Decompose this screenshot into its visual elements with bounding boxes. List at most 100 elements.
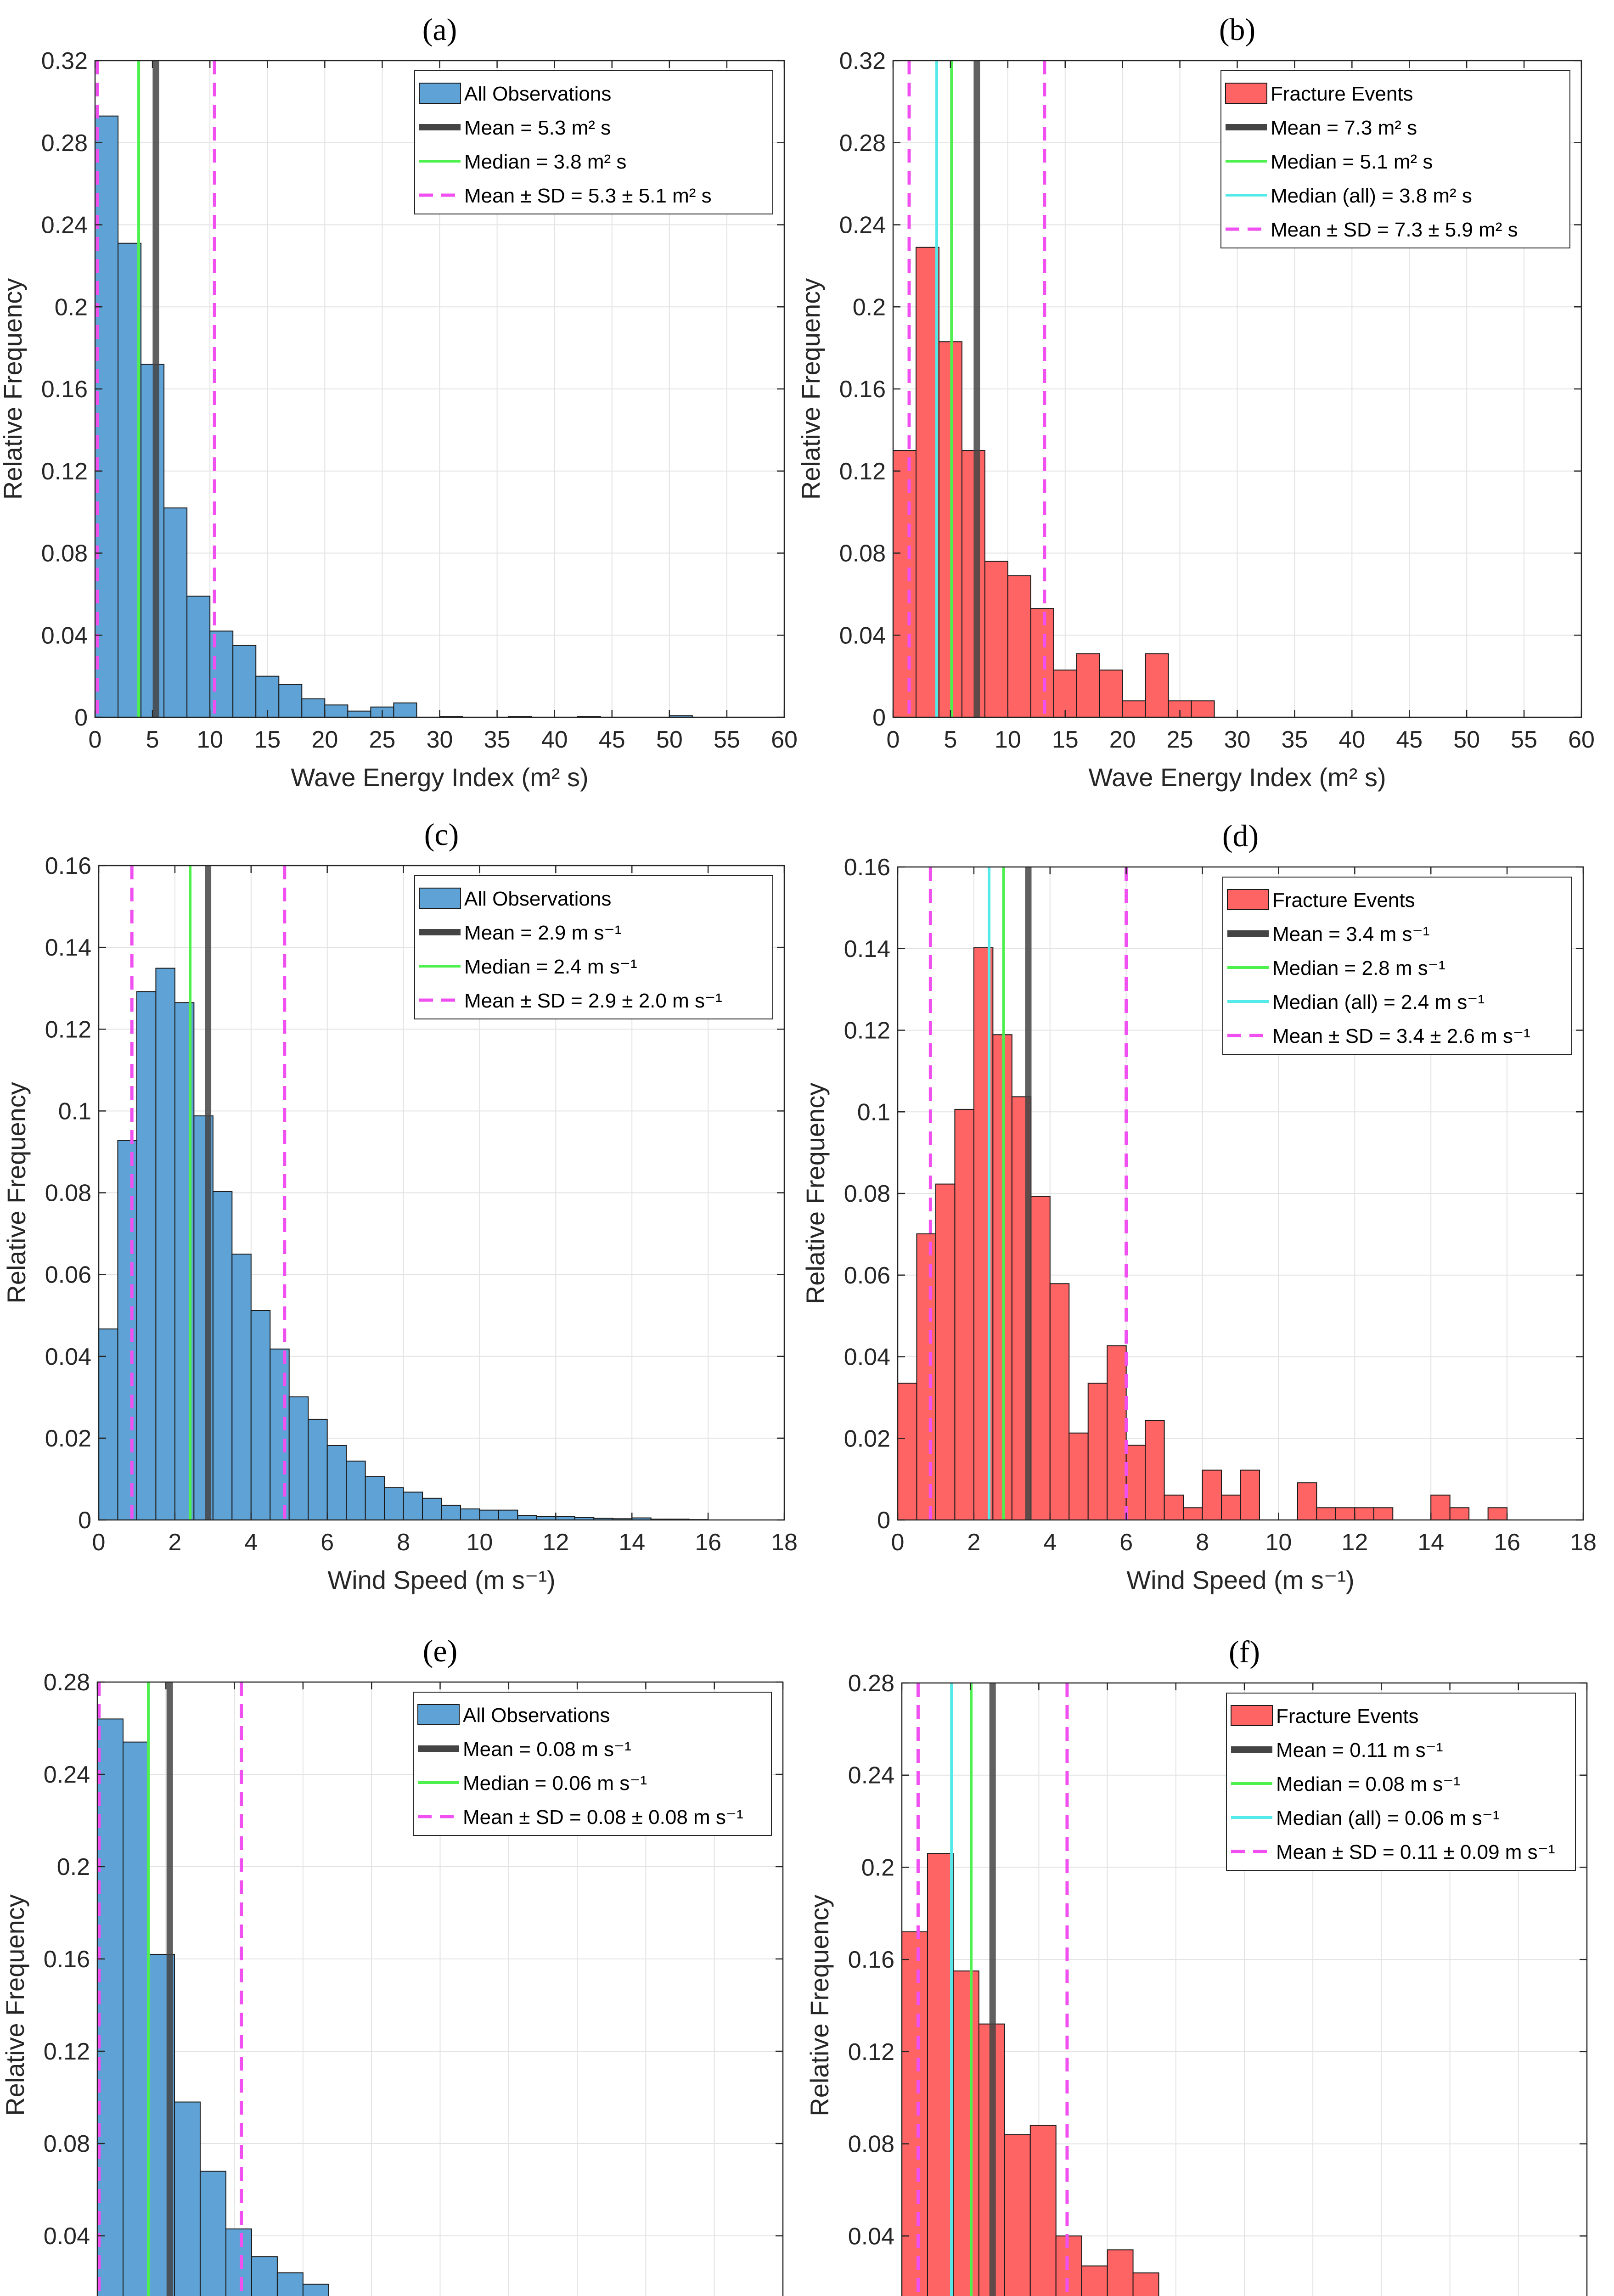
x-tick-label: 15 <box>1052 726 1079 753</box>
y-axis-label: Relative Frequency <box>805 1895 834 2116</box>
x-tick-label: 15 <box>254 726 281 753</box>
legend-box <box>1226 1693 1576 1871</box>
x-tick-label: 5 <box>146 726 159 753</box>
legend-entry: Mean = 2.9 m s⁻¹ <box>464 922 621 944</box>
y-tick-label: 0.28 <box>44 1669 90 1696</box>
histogram-bar <box>1069 1432 1089 1521</box>
histogram-bar <box>212 1191 233 1520</box>
histogram-bar <box>155 968 175 1520</box>
y-tick-label: 0.28 <box>839 130 886 157</box>
x-axis-label: Wave Energy Index (m² s) <box>1088 763 1386 792</box>
x-tick-label: 10 <box>1265 1529 1292 1556</box>
histogram-bar <box>422 1497 442 1520</box>
legend-box <box>413 1692 772 1836</box>
histogram-bar <box>479 1509 499 1520</box>
histogram-bar <box>1132 2272 1159 2296</box>
histogram-bar <box>163 507 188 718</box>
x-tick-label: 10 <box>467 1529 493 1556</box>
legend-entry: Median = 2.4 m s⁻¹ <box>464 956 637 978</box>
x-tick-label: 45 <box>599 726 625 753</box>
histogram-bar <box>141 364 165 718</box>
legend-entry: Median (all) = 2.4 m s⁻¹ <box>1272 991 1485 1013</box>
legend-swatch-histogram <box>1227 889 1269 910</box>
legend-entry: Fracture Events <box>1276 1705 1419 1728</box>
histogram-bar <box>1221 1494 1241 1520</box>
panel-d: (d) 0 2 4 6 8 10 12 14 16 18 0 0.02 0.04 0.06 0.08 0.1 0.… <box>801 818 1597 1594</box>
y-tick-label: 0.12 <box>41 458 88 485</box>
histogram-bar <box>308 1418 328 1520</box>
histogram-bar <box>893 450 917 718</box>
legend: Fracture Events Mean = 3.4 m s⁻¹ Median = … <box>1222 877 1572 1055</box>
histogram-bar <box>1354 1507 1374 1520</box>
histogram-bar <box>1125 1445 1146 1520</box>
y-tick-label: 0 <box>872 704 886 731</box>
y-tick-label: 0.1 <box>857 1099 890 1125</box>
y-axis-label: Relative Frequency <box>2 1082 31 1303</box>
y-tick-label: 0.08 <box>41 540 88 567</box>
legend-swatch-histogram <box>419 888 461 909</box>
histogram-bar <box>1107 1345 1127 1520</box>
histogram-bar <box>231 1254 252 1520</box>
legend-box <box>414 875 773 1019</box>
histogram-bar <box>1164 1494 1184 1520</box>
y-tick-label: 0.16 <box>44 1946 90 1973</box>
legend-entry: All Observations <box>464 888 611 910</box>
histogram-bar <box>901 1931 928 2296</box>
histogram-bar <box>347 710 371 718</box>
legend-entry: Median = 2.8 m s⁻¹ <box>1272 957 1445 979</box>
histogram-bar <box>1007 575 1031 718</box>
panel-title: (e) <box>423 1633 457 1668</box>
x-tick-label: 10 <box>197 726 223 753</box>
histogram-bar <box>302 2284 329 2296</box>
y-tick-label: 0 <box>877 1507 890 1534</box>
legend-entry: Fracture Events <box>1272 889 1415 912</box>
y-tick-label: 0.12 <box>844 1018 890 1044</box>
x-tick-label: 30 <box>1224 726 1251 753</box>
legend-entry: Mean ± SD = 7.3 ± 5.9 m² s <box>1271 219 1518 241</box>
legend-entry: Median (all) = 0.06 m s⁻¹ <box>1276 1807 1500 1829</box>
y-tick-label: 0.02 <box>844 1425 890 1452</box>
x-tick-label: 14 <box>1417 1529 1444 1556</box>
y-axis-label: Relative Frequency <box>796 278 825 500</box>
histogram-bar <box>251 2256 278 2296</box>
histogram-bar <box>1107 2249 1134 2296</box>
x-tick-label: 0 <box>887 726 900 753</box>
x-tick-label: 60 <box>1568 726 1595 753</box>
y-tick-label: 0.16 <box>45 853 91 879</box>
legend-swatch-histogram <box>1225 83 1267 104</box>
y-tick-label: 0.08 <box>839 540 886 567</box>
histogram-bar <box>961 450 985 718</box>
legend: All Observations Mean = 5.3 m² s Median = … <box>414 70 773 214</box>
y-tick-label: 0.04 <box>45 1344 91 1370</box>
y-tick-label: 0.2 <box>55 294 88 321</box>
x-tick-label: 35 <box>1281 726 1308 753</box>
y-tick-label: 0.24 <box>41 212 88 239</box>
histogram-bar <box>276 2272 304 2296</box>
histogram-bar <box>915 247 939 718</box>
y-tick-label: 0.2 <box>853 294 886 321</box>
histogram-bar <box>1335 1507 1355 1520</box>
histogram-bar <box>1081 2265 1108 2296</box>
y-tick-label: 0.32 <box>839 48 886 74</box>
legend-entry: Fracture Events <box>1271 83 1413 105</box>
histogram-bar <box>952 1970 979 2296</box>
histogram-bar <box>97 1718 124 2296</box>
x-tick-label: 12 <box>542 1529 569 1556</box>
x-tick-label: 4 <box>244 1529 258 1556</box>
y-tick-label: 0.08 <box>45 1180 91 1207</box>
histogram-bar <box>498 1509 518 1520</box>
x-tick-label: 55 <box>1511 726 1537 753</box>
histogram-bar <box>441 1504 461 1520</box>
histogram-bar <box>98 1328 118 1520</box>
legend-entry: Mean ± SD = 0.11 ± 0.09 m s⁻¹ <box>1276 1841 1555 1863</box>
histogram-bar <box>1240 1469 1260 1521</box>
y-tick-label: 0.08 <box>844 1181 890 1207</box>
histogram-bar <box>1076 653 1100 718</box>
panel-title: (c) <box>424 817 459 852</box>
histogram-bar <box>916 1233 936 1521</box>
histogram-bar <box>346 1460 366 1520</box>
legend-swatch-histogram <box>1231 1705 1273 1726</box>
x-tick-label: 14 <box>619 1529 645 1556</box>
y-tick-label: 0.2 <box>57 1854 90 1880</box>
histogram-bar <box>365 1476 385 1520</box>
